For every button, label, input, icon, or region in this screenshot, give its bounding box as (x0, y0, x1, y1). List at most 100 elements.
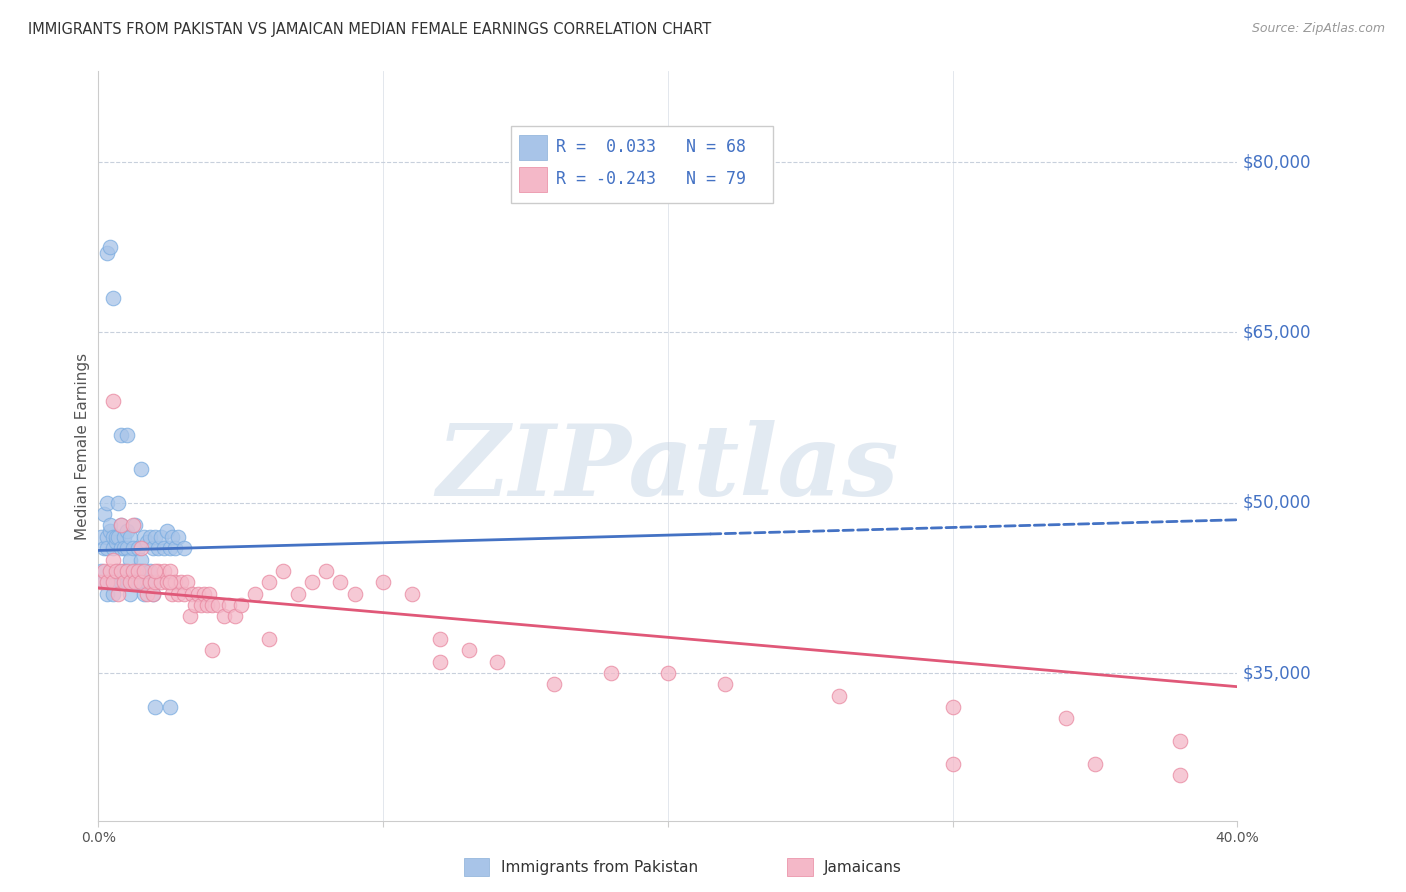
Point (121, 564, 143, 578)
Point (132, 564, 155, 578)
Point (287, 586, 309, 600)
Point (129, 564, 152, 578)
Point (190, 598, 212, 612)
Point (112, 575, 135, 590)
Point (224, 609, 246, 624)
Point (153, 541, 176, 556)
Point (115, 575, 138, 590)
Point (243, 586, 266, 600)
Point (127, 541, 149, 556)
Point (98, 575, 121, 590)
Point (129, 575, 152, 590)
Point (148, 564, 170, 578)
Point (135, 575, 157, 590)
Point (101, 575, 124, 590)
Point (110, 575, 132, 590)
Point (162, 586, 184, 600)
Point (90, 564, 112, 578)
Point (127, 564, 149, 578)
Point (101, 530, 124, 544)
Point (173, 586, 195, 600)
Point (127, 575, 149, 590)
Point (129, 541, 152, 556)
Point (162, 530, 184, 544)
Point (1170, 768, 1192, 782)
Point (93, 575, 115, 590)
Point (98, 524, 121, 538)
Point (218, 598, 240, 612)
Point (93, 564, 115, 578)
Point (145, 564, 167, 578)
Point (135, 586, 157, 600)
Point (159, 575, 181, 590)
Point (315, 564, 337, 578)
Point (457, 643, 479, 657)
Text: $35,000: $35,000 (1243, 664, 1312, 682)
Point (132, 586, 155, 600)
Point (159, 700, 181, 714)
Point (714, 677, 737, 691)
Point (96, 496, 118, 510)
Point (115, 427, 138, 442)
Point (600, 666, 623, 681)
Text: $50,000: $50,000 (1243, 494, 1312, 512)
Point (112, 564, 135, 578)
Point (159, 564, 181, 578)
Point (159, 541, 181, 556)
Point (198, 586, 221, 600)
Point (176, 575, 198, 590)
Point (96, 575, 118, 590)
Point (101, 586, 124, 600)
Point (138, 530, 160, 544)
Point (107, 530, 129, 544)
Point (153, 564, 176, 578)
Point (101, 541, 124, 556)
Text: Immigrants from Pakistan: Immigrants from Pakistan (501, 860, 697, 874)
Point (212, 609, 235, 624)
Point (145, 700, 167, 714)
Point (184, 598, 207, 612)
Point (118, 552, 141, 566)
Point (1084, 756, 1107, 771)
Point (110, 427, 132, 442)
Point (104, 575, 127, 590)
Point (90, 530, 112, 544)
Point (115, 541, 138, 556)
Point (401, 586, 423, 600)
Point (329, 575, 352, 590)
Point (229, 598, 252, 612)
Point (259, 575, 281, 590)
Point (101, 393, 124, 408)
Point (187, 586, 209, 600)
Point (98, 564, 121, 578)
Point (141, 586, 163, 600)
Point (98, 518, 121, 533)
Point (118, 586, 141, 600)
Point (141, 586, 163, 600)
Point (129, 461, 152, 475)
Point (373, 575, 395, 590)
Point (138, 564, 160, 578)
Point (207, 598, 229, 612)
Point (101, 292, 124, 306)
Point (104, 530, 127, 544)
Point (181, 586, 204, 600)
Point (115, 564, 138, 578)
Point (112, 530, 135, 544)
Text: Source: ZipAtlas.com: Source: ZipAtlas.com (1251, 22, 1385, 36)
Point (429, 632, 451, 646)
Point (201, 643, 224, 657)
Text: R =  0.033   N = 68: R = 0.033 N = 68 (555, 138, 745, 156)
Point (93, 541, 115, 556)
Point (104, 535, 127, 549)
Point (193, 586, 215, 600)
Point (301, 575, 323, 590)
Point (179, 609, 201, 624)
Point (104, 564, 127, 578)
Point (343, 586, 366, 600)
Text: $65,000: $65,000 (1243, 324, 1312, 342)
Point (138, 575, 160, 590)
Point (486, 655, 509, 669)
Point (110, 564, 132, 578)
Point (107, 564, 129, 578)
